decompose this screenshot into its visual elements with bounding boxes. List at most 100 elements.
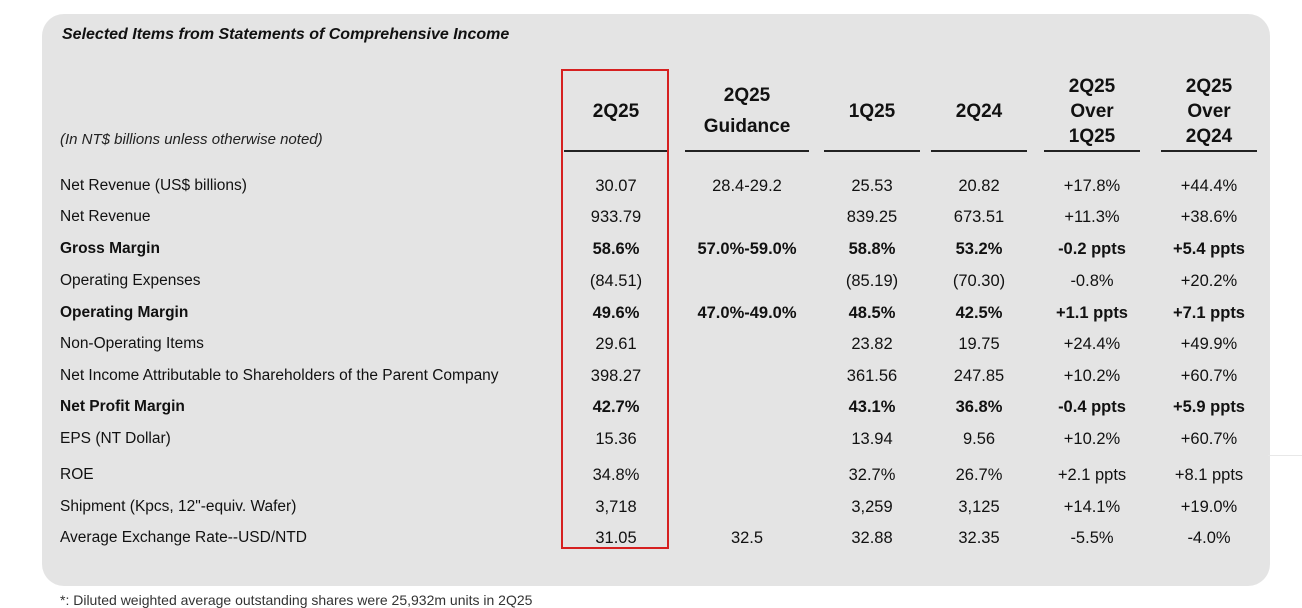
table-cell: 3,259 [851, 498, 893, 516]
table-cell: +10.2% [1063, 367, 1121, 385]
row-label: EPS (NT Dollar) [60, 430, 171, 447]
table-cell: -0.4 ppts [1058, 398, 1126, 416]
row-label: Net Revenue (US$ billions) [60, 177, 247, 194]
table-cell: +60.7% [1180, 430, 1238, 448]
table-cell: -0.8% [1070, 272, 1114, 290]
table-cell: -0.2 ppts [1058, 240, 1126, 258]
column-header-line: 2Q25 [1185, 75, 1233, 97]
column-header-underline [1044, 150, 1140, 152]
row-label: Operating Margin [60, 304, 189, 321]
table-cell: 15.36 [595, 430, 637, 448]
unit-note: (In NT$ billions unless otherwise noted) [60, 131, 323, 148]
column-header-underline [824, 150, 920, 152]
table-cell: 36.8% [955, 398, 1003, 416]
table-cell: +17.8% [1063, 177, 1121, 195]
row-label: Net Income Attributable to Shareholders … [60, 367, 499, 384]
table-cell: 49.6% [592, 304, 640, 322]
table-cell: +38.6% [1180, 208, 1238, 226]
table-cell: 13.94 [851, 430, 893, 448]
row-label: Gross Margin [60, 240, 160, 257]
row-label: Operating Expenses [60, 272, 201, 289]
table-cell: 361.56 [846, 367, 898, 385]
column-header-3: 2Q24 [931, 72, 1027, 150]
table-cell: 673.51 [953, 208, 1005, 226]
column-header-line: 2Q24 [1185, 125, 1233, 147]
table-cell: 398.27 [590, 367, 642, 385]
table-cell: 9.56 [962, 430, 996, 448]
table-cell: +14.1% [1063, 498, 1121, 516]
column-header-line: Over [1187, 100, 1231, 122]
column-header-2: 1Q25 [824, 72, 920, 150]
table-cell: 32.7% [848, 466, 896, 484]
background-grid [1268, 455, 1302, 602]
table-cell: +5.9 ppts [1173, 398, 1245, 416]
footnote: *: Diluted weighted average outstanding … [60, 592, 533, 608]
column-header-line: 2Q25 [1068, 75, 1116, 97]
row-label: Shipment (Kpcs, 12"-equiv. Wafer) [60, 498, 297, 515]
column-header-line: 1Q25 [1068, 125, 1116, 147]
table-cell: 43.1% [848, 398, 896, 416]
table-cell: 28.4-29.2 [712, 177, 782, 195]
table-cell: +19.0% [1180, 498, 1238, 516]
table-cell: 30.07 [595, 177, 637, 195]
row-label: Average Exchange Rate--USD/NTD [60, 529, 307, 546]
row-label: ROE [60, 466, 94, 483]
row-label: Net Revenue [60, 208, 151, 225]
table-cell: 247.85 [953, 367, 1005, 385]
table-cell: -4.0% [1187, 529, 1231, 547]
table-cell: 32.88 [851, 529, 893, 547]
table-cell: +49.9% [1180, 335, 1238, 353]
table-cell: +7.1 ppts [1173, 304, 1245, 322]
column-header-underline [564, 150, 668, 152]
column-header-1: 2Q25 Guidance [685, 72, 809, 150]
table-cell: 58.8% [848, 240, 896, 258]
table-cell: +24.4% [1063, 335, 1121, 353]
table-cell: +2.1 ppts [1057, 466, 1127, 484]
table-cell: 3,718 [595, 498, 637, 516]
table-cell: 3,125 [958, 498, 1000, 516]
table-cell: (85.19) [845, 272, 899, 290]
column-header-4: 2Q25 Over 1Q25 [1040, 72, 1144, 150]
table-cell: +10.2% [1063, 430, 1121, 448]
table-cell: 19.75 [958, 335, 1000, 353]
column-header-underline [685, 150, 809, 152]
highlight-box-2q25 [561, 69, 669, 549]
table-cell: 42.5% [955, 304, 1003, 322]
table-cell: (70.30) [952, 272, 1006, 290]
table-cell: 58.6% [592, 240, 640, 258]
table-cell: 53.2% [955, 240, 1003, 258]
row-label: Non-Operating Items [60, 335, 204, 352]
column-header-line: Over [1070, 100, 1114, 122]
table-cell: 933.79 [590, 208, 642, 226]
table-cell: 32.5 [730, 529, 764, 547]
table-cell: 42.7% [592, 398, 640, 416]
column-header-line: 2Q24 [955, 100, 1003, 122]
table-cell: 47.0%-49.0% [697, 304, 797, 322]
table-cell: 29.61 [595, 335, 637, 353]
table-cell: 25.53 [851, 177, 893, 195]
column-header-line: 2Q25 [592, 100, 640, 122]
table-cell: +1.1 ppts [1056, 304, 1128, 322]
table-cell: 32.35 [958, 529, 1000, 547]
table-panel [42, 14, 1270, 586]
table-cell: +5.4 ppts [1173, 240, 1245, 258]
table-cell: 48.5% [848, 304, 896, 322]
table-cell: 20.82 [958, 177, 1000, 195]
table-cell: +20.2% [1180, 272, 1238, 290]
table-cell: 839.25 [846, 208, 898, 226]
table-cell: +8.1 ppts [1174, 466, 1244, 484]
table-cell: +11.3% [1064, 208, 1120, 226]
column-header-line: 1Q25 [848, 100, 896, 122]
table-cell: -5.5% [1070, 529, 1114, 547]
table-cell: 34.8% [592, 466, 640, 484]
column-header-5: 2Q25 Over 2Q24 [1157, 72, 1261, 150]
table-cell: 31.05 [595, 529, 637, 547]
table-cell: 26.7% [955, 466, 1003, 484]
table-title: Selected Items from Statements of Compre… [62, 26, 510, 43]
column-header-line: 2Q25 [723, 85, 771, 106]
table-cell: +44.4% [1180, 177, 1238, 195]
table-cell: 57.0%-59.0% [697, 240, 797, 258]
table-cell: (84.51) [589, 272, 643, 290]
column-header-line: Guidance [703, 116, 791, 137]
row-label: Net Profit Margin [60, 398, 185, 415]
